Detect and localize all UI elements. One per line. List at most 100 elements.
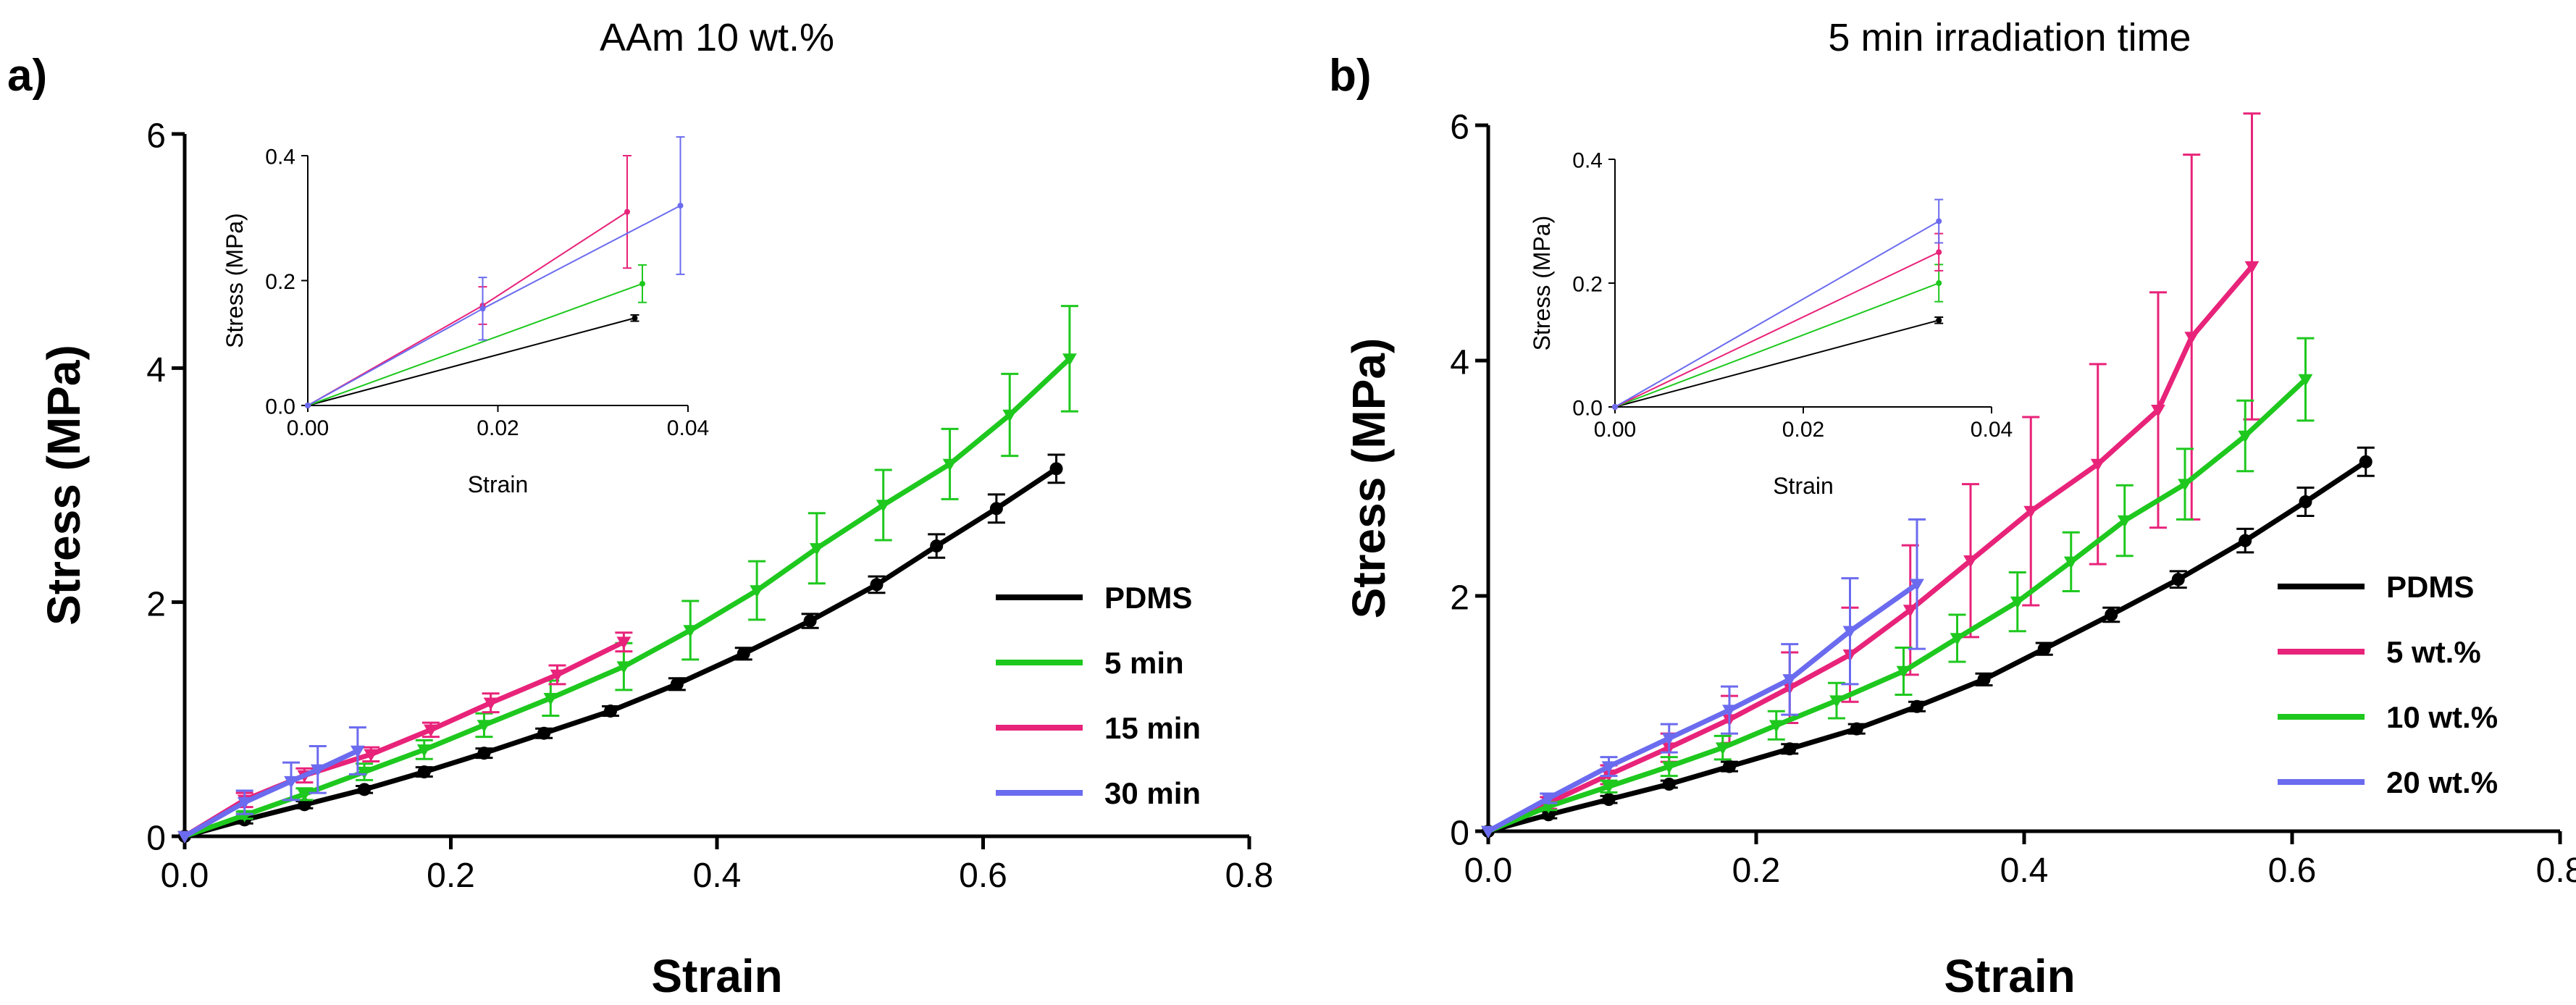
y-tick-label: 4 [1450,344,1469,382]
panel-a-chart: a) AAm 10 wt.% 0.0 0.2 0.4 0.6 0.8 0 2 4 6 Stress (… [7,16,1273,1002]
series-30-min [177,726,366,844]
data-point [1963,555,1978,568]
x-axis-label: Strain [1944,950,2075,1002]
data-point [298,798,311,812]
data-point [416,744,432,757]
y-axis-label: Stress (MPa) [38,345,90,626]
data-point [284,775,298,789]
y-tick-label: 0 [146,820,166,858]
data-point [297,789,312,802]
y-tick-label: 6 [1450,109,1469,147]
inset-x-tick-label: 0.04 [1971,418,2013,442]
chart-title: AAm 10 wt.% [600,16,834,59]
series-pdms [1482,446,2375,838]
x-tick-label: 0.4 [693,857,742,895]
data-point [1715,742,1730,755]
data-point [876,500,891,513]
inset-data-point [1936,249,1942,256]
y-tick-label: 4 [146,351,166,390]
inset-series-line [1614,220,1939,408]
inset-series-20-wt [1612,198,1944,410]
data-point [2359,455,2372,468]
inset-data-point [1936,218,1942,224]
data-point [2239,534,2252,547]
data-point [1002,409,1018,422]
y-axis-label: Stress (MPa) [1343,338,1395,619]
inset-y-tick-label: 0.4 [265,146,295,169]
inset-x-axis-label: Strain [1773,473,1834,499]
data-point [616,661,632,674]
inset-data-point [479,306,486,312]
data-point [1782,674,1797,687]
series-5-wt [1481,112,2261,838]
data-point [2244,261,2260,274]
data-point [1542,808,1556,822]
inset-chart: 0.00 0.02 0.04 0.0 0.2 0.4 Strain Stress (MPa) [1529,149,2013,499]
inset-data-point [1612,404,1618,410]
inset-data-point [1936,317,1942,324]
data-point [1769,720,1784,733]
data-point [1896,665,1911,678]
data-point [1722,705,1737,718]
data-point [1902,605,1918,618]
data-point [2151,405,2165,418]
legend-label-pdms: PDMS [1104,581,1192,615]
data-point [2298,374,2313,387]
x-tick-label: 0.8 [2536,851,2576,890]
data-point [737,647,750,660]
data-point [2299,495,2312,508]
panel-label: b) [1329,51,1372,101]
data-point [683,625,698,638]
data-point [1602,793,1616,807]
data-point [2171,573,2185,586]
y-tick-label: 0 [1450,815,1469,853]
data-point [1661,733,1677,746]
legend-label-pdms: PDMS [2386,570,2474,604]
series-line [184,466,1058,839]
series-20-wt [1481,518,1926,838]
data-point [2090,458,2105,471]
data-point [1661,761,1677,774]
data-point [1541,793,1556,806]
inset-y-tick-label: 0.0 [265,395,295,419]
panel-label: a) [7,51,47,101]
data-point [750,585,765,598]
data-point [1910,699,1923,713]
data-point [177,831,192,844]
inset-series-5-min [305,264,647,408]
inset-data-point [677,203,684,209]
data-point [870,578,884,592]
x-tick-label: 0.6 [2268,851,2317,890]
inset-y-tick-label: 0.2 [265,270,295,294]
inset-series-line [307,205,681,406]
legend-label-30-min: 30 min [1104,776,1201,810]
inset-series-pdms [1612,316,1944,410]
data-point [477,747,491,760]
data-point [1723,760,1736,773]
inset-series-line [1614,319,1939,408]
inset-y-tick-label: 0.4 [1572,149,1603,173]
inset-series-10-wt [1612,264,1944,410]
series-10-wt [1481,337,2315,838]
data-point [803,614,817,628]
data-point [942,458,957,471]
data-point [1850,722,1863,736]
series-line [1487,264,2254,834]
series-line [1487,581,1919,834]
data-point [616,636,632,649]
inset-data-point [305,403,311,408]
legend-label-5-min: 5 min [1104,646,1184,680]
series-5-min [177,305,1078,844]
x-tick-label: 0.2 [427,857,475,895]
data-point [424,724,438,737]
x-tick-label: 0.0 [161,857,209,895]
data-point [2178,479,2192,492]
inset-y-axis-label: Stress (MPa) [1529,216,1555,351]
inset-x-tick-label: 0.04 [667,416,709,440]
data-point [670,677,684,691]
data-point [1481,825,1495,838]
series-line [183,748,359,839]
inset-series-line [307,282,643,406]
data-point [1829,695,1844,708]
inset-series-line [1614,251,1939,408]
